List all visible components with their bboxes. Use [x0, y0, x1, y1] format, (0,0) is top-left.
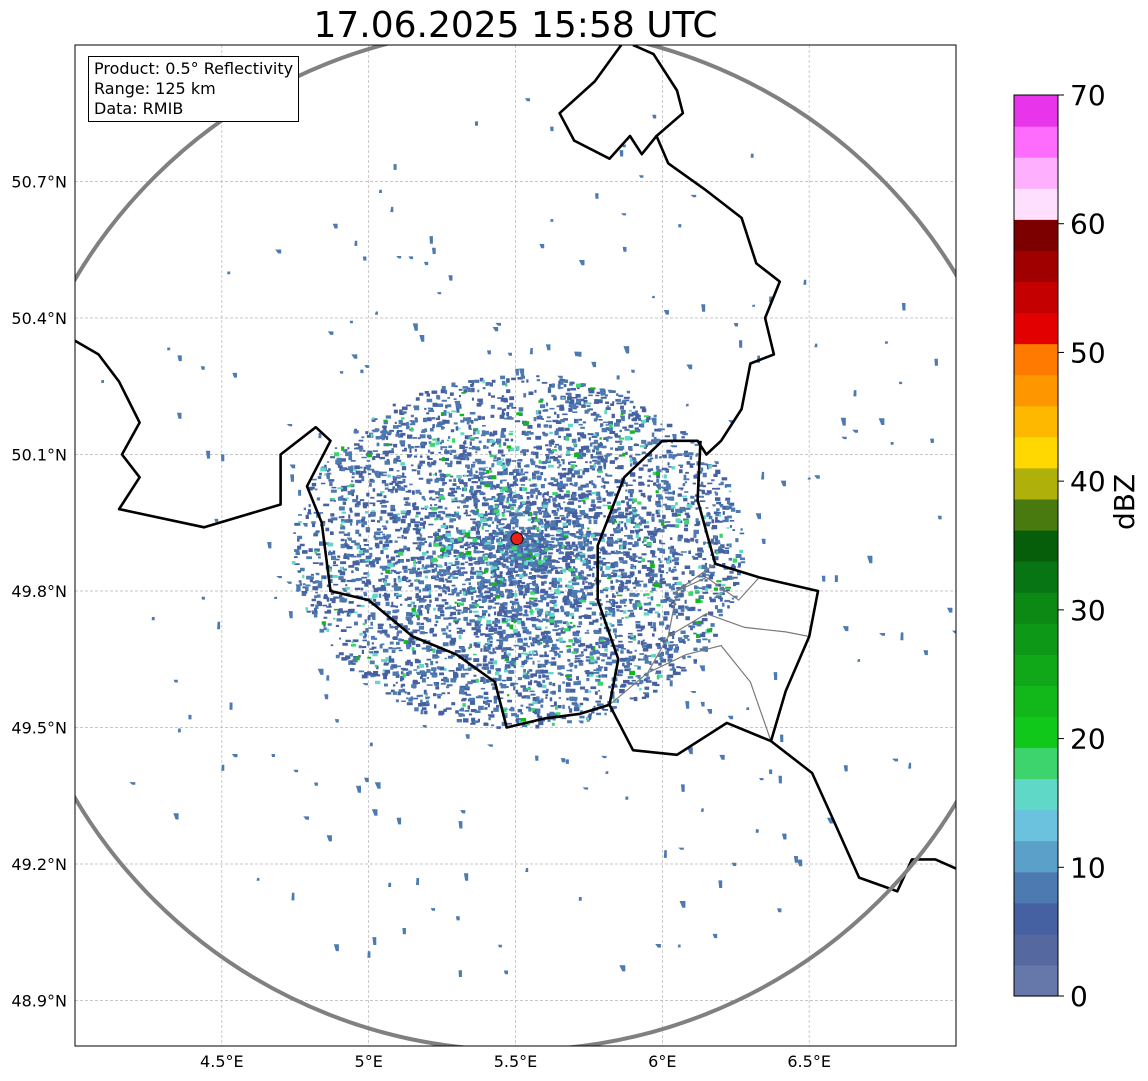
echo-layer-cyan [291, 379, 744, 724]
colorbar-tick-1: 10 [1070, 851, 1106, 884]
radar-site-dot [510, 532, 524, 546]
region-border-3 [676, 576, 760, 601]
borders [75, 45, 956, 893]
region-border-1 [647, 644, 772, 742]
colorbar-swatch-9 [1014, 685, 1058, 717]
colorbar-tick-3: 30 [1070, 594, 1106, 627]
echo-layer-mid [101, 98, 956, 977]
colorbar-label: dBZ [1108, 473, 1141, 530]
lat-tick-label-3: 49.8°N [11, 582, 67, 601]
colorbar-swatch-4 [1014, 840, 1058, 873]
colorbar-swatch-25 [1014, 188, 1058, 220]
colorbar-swatch-17 [1014, 436, 1058, 469]
axis-ticks: 4.5°E 5°E 5.5°E 6°E 6.5°E 50.7°N 50.4°N 50.1°N 4… [11, 173, 831, 1072]
region-border-0 [609, 563, 716, 706]
colorbar-swatch-5 [1014, 809, 1058, 842]
range-text: Range: 125 km [94, 79, 216, 98]
colorbar-tick-5: 50 [1070, 336, 1106, 369]
colorbar-tick-7: 70 [1070, 79, 1106, 112]
reflectivity-echoes [101, 98, 956, 977]
colorbar-tick-6: 60 [1070, 208, 1106, 241]
lat-tick-label-0: 50.7°N [11, 173, 67, 192]
colorbar-swatch-2 [1014, 902, 1058, 935]
colorbar-swatch-20 [1014, 343, 1058, 376]
country-border-2 [558, 45, 658, 160]
lat-tick-label-2: 50.1°N [11, 446, 67, 465]
colorbar-swatch-1 [1014, 933, 1058, 966]
colorbar: 0 10 20 30 40 50 60 70 [1013, 79, 1106, 1013]
lat-tick-label-1: 50.4°N [11, 309, 67, 328]
colorbar-tick-0: 0 [1070, 980, 1088, 1013]
colorbar-swatch-26 [1014, 157, 1058, 189]
colorbar-swatch-10 [1014, 654, 1058, 686]
lon-tick-label-0: 4.5°E [200, 1052, 244, 1071]
lon-tick-label-1: 5°E [355, 1052, 383, 1071]
colorbar-tick-2: 20 [1070, 723, 1106, 756]
country-border-3 [696, 440, 820, 742]
colorbar-swatch-13 [1014, 561, 1058, 593]
lon-tick-label-2: 5.5°E [494, 1052, 538, 1071]
colorbar-swatch-14 [1014, 529, 1058, 562]
colorbar-swatch-18 [1014, 405, 1058, 438]
colorbar-frame [1013, 94, 1059, 997]
colorbar-swatch-8 [1014, 716, 1058, 749]
colorbar-swatch-12 [1014, 592, 1058, 624]
colorbar-swatch-24 [1014, 219, 1058, 251]
colorbar-swatch-22 [1014, 281, 1058, 314]
colorbar-swatch-15 [1014, 498, 1058, 531]
colorbar-swatch-7 [1014, 747, 1058, 780]
colorbar-swatch-6 [1014, 778, 1058, 811]
radar-site-marker [510, 532, 524, 546]
colorbar-tick-4: 40 [1070, 465, 1106, 498]
source-text: Data: RMIB [94, 99, 184, 118]
colorbar-swatch-21 [1014, 312, 1058, 345]
lat-tick-label-6: 48.9°N [11, 992, 67, 1011]
colorbar-swatch-16 [1014, 467, 1058, 500]
lon-tick-label-4: 6.5°E [787, 1052, 831, 1071]
lat-tick-label-5: 49.2°N [11, 855, 67, 874]
colorbar-swatch-3 [1014, 871, 1058, 904]
lon-tick-label-3: 6°E [648, 1052, 676, 1071]
region-border-2 [667, 613, 810, 638]
map-title: 17.06.2025 15:58 UTC [313, 5, 718, 46]
colorbar-swatch-27 [1014, 126, 1058, 158]
product-text: Product: 0.5° Reflectivity [94, 59, 294, 78]
map-frame [74, 44, 957, 1047]
lat-tick-label-4: 49.5°N [11, 719, 67, 738]
echo-layer-lightgreen [314, 382, 738, 726]
info-box: Product: 0.5° Reflectivity Range: 125 km… [88, 56, 300, 122]
colorbar-swatch-23 [1014, 250, 1058, 283]
colorbar-swatch-0 [1014, 964, 1058, 997]
colorbar-swatch-28 [1014, 95, 1058, 127]
country-border-0 [75, 339, 956, 893]
country-border-1 [596, 45, 782, 706]
colorbar-swatch-11 [1014, 623, 1058, 655]
colorbar-swatch-19 [1014, 374, 1058, 407]
